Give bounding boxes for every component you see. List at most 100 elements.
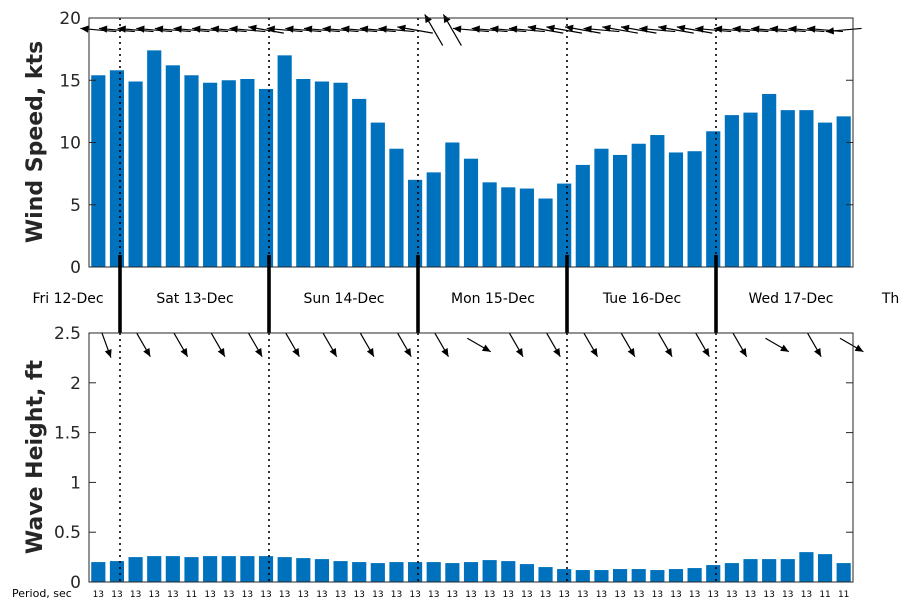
wind-direction-arrow xyxy=(378,25,415,33)
period-value: 13 xyxy=(577,590,588,600)
wind-bar xyxy=(147,50,162,268)
wind-bar xyxy=(594,148,609,267)
day-label: Sun 14-Dec xyxy=(303,291,384,307)
wind-direction-arrow xyxy=(583,25,620,33)
wind-direction-arrow xyxy=(154,25,191,33)
period-value: 13 xyxy=(670,590,681,600)
wind-direction-arrow xyxy=(359,25,396,33)
wind-bar xyxy=(389,148,404,267)
day-label: Tue 16-Dec xyxy=(602,291,681,307)
period-value: 13 xyxy=(167,590,178,600)
wind-y-axis-label: Wind Speed, kts xyxy=(23,41,48,243)
wind-direction-arrow xyxy=(442,14,462,46)
wind-direction-arrow xyxy=(695,25,732,33)
wind-bar xyxy=(575,164,590,267)
wind-bar xyxy=(538,198,553,267)
period-value: 13 xyxy=(93,590,104,600)
period-value: 13 xyxy=(763,590,774,600)
wave-bar xyxy=(370,563,385,582)
period-value: 13 xyxy=(540,590,551,600)
wind-ytick-label: 0 xyxy=(70,258,81,278)
wave-bar xyxy=(743,559,758,582)
wave-direction-arrow xyxy=(248,333,263,357)
period-value: 13 xyxy=(242,590,253,600)
wave-bar xyxy=(668,569,684,582)
wind-direction-arrow xyxy=(732,25,769,33)
wave-direction-arrow xyxy=(359,333,375,357)
wind-bar xyxy=(370,122,385,267)
period-value: 13 xyxy=(633,590,644,600)
wave-direction-arrow xyxy=(658,333,673,357)
wave-bar xyxy=(538,567,553,582)
wave-direction-arrow xyxy=(546,333,561,357)
wave-bar xyxy=(333,561,348,582)
wave-bars xyxy=(91,552,851,582)
wave-bar xyxy=(594,570,609,582)
wind-ytick-label: 5 xyxy=(70,196,81,216)
wave-bar xyxy=(352,562,367,582)
wind-direction-arrow xyxy=(341,25,378,33)
wind-direction-arrow xyxy=(322,25,359,33)
wave-bar xyxy=(612,569,628,582)
wave-axes-box xyxy=(88,332,854,583)
wind-bar xyxy=(240,79,255,267)
wave-bar xyxy=(650,570,665,582)
wave-plot-background xyxy=(89,333,853,582)
wind-bar xyxy=(333,82,348,268)
period-value: 13 xyxy=(148,590,159,600)
wave-direction-arrow xyxy=(765,337,790,353)
period-value: 13 xyxy=(372,590,383,600)
wind-ytick-label: 15 xyxy=(59,71,81,91)
wave-bar xyxy=(389,562,404,582)
wind-direction-arrow xyxy=(564,24,601,34)
wind-direction-arrow xyxy=(620,24,657,34)
wave-bar xyxy=(296,558,311,582)
wind-direction-arrow xyxy=(453,25,489,33)
wind-ytick-label: 20 xyxy=(59,9,81,29)
wind-bar xyxy=(203,82,218,268)
wind-direction-arrow xyxy=(266,25,303,33)
wave-bar xyxy=(258,556,274,582)
period-value: 13 xyxy=(503,590,514,600)
wind-bar xyxy=(780,110,795,267)
period-value: 13 xyxy=(353,590,364,600)
wave-bar xyxy=(836,563,851,582)
period-value: 11 xyxy=(819,590,830,600)
wind-bar xyxy=(743,112,758,268)
period-value: 13 xyxy=(652,590,663,600)
wind-direction-arrow xyxy=(173,25,210,33)
wind-bar xyxy=(91,75,106,268)
period-value: 13 xyxy=(298,590,309,600)
wind-direction-arrow xyxy=(80,25,117,33)
wind-bar xyxy=(258,88,274,268)
wind-bar xyxy=(650,135,665,267)
period-value: 13 xyxy=(279,590,290,600)
wind-direction-arrow xyxy=(713,25,750,33)
wind-bar xyxy=(817,122,833,267)
wave-bar xyxy=(165,556,180,582)
period-value: 11 xyxy=(186,590,197,600)
wind-bar xyxy=(221,80,236,267)
wave-bar xyxy=(762,559,777,582)
wind-speed-panel: 0 5 10 15 20 Wind Speed, kts xyxy=(23,9,862,278)
wind-direction-arrows xyxy=(80,14,862,46)
wind-bar xyxy=(314,81,330,267)
wave-y-axis-label: Wave Height, ft xyxy=(23,359,48,554)
wind-bar xyxy=(109,70,125,267)
wave-ytick-label: 2 xyxy=(70,374,81,394)
day-labels-band: Fri 12-Dec Sat 13-Dec Sun 14-Dec Mon 15-Dec… xyxy=(32,255,900,333)
wind-bar xyxy=(296,79,311,267)
wave-y-ticks: 0 0.5 1 1.5 2 2.5 xyxy=(54,324,853,593)
wave-ytick-label: 0 xyxy=(70,573,81,593)
wave-bar xyxy=(109,561,125,582)
period-value: 13 xyxy=(391,590,402,600)
period-value: 13 xyxy=(726,590,737,600)
wave-ytick-label: 0.5 xyxy=(54,523,81,543)
period-value: 11 xyxy=(838,590,849,600)
wave-direction-arrow xyxy=(807,333,822,357)
wind-bar xyxy=(836,116,851,267)
wind-bar xyxy=(687,151,702,267)
wind-bar xyxy=(408,179,423,267)
wave-bar xyxy=(314,559,330,582)
wave-bar xyxy=(575,570,590,582)
